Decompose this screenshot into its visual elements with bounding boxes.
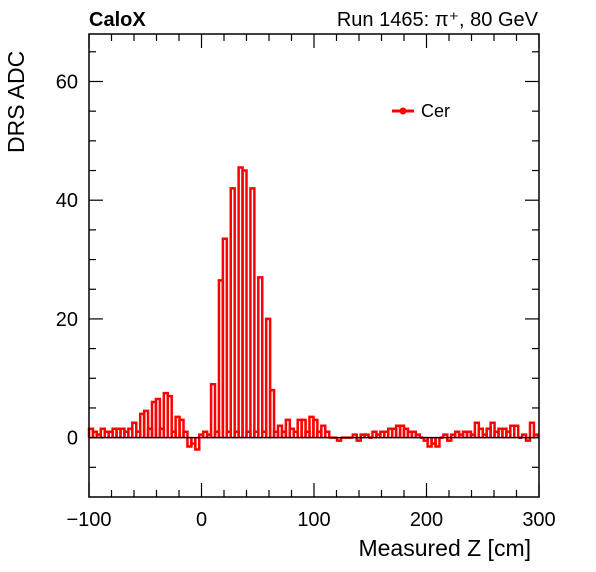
histogram-bin (528, 421, 536, 438)
histogram-bin (324, 430, 331, 438)
y-tick-label: 40 (56, 190, 78, 212)
histogram-bin (524, 437, 532, 442)
x-tick-label: 0 (196, 509, 207, 531)
histogram-bin (268, 388, 276, 438)
y-tick-label: 0 (67, 428, 78, 450)
histogram-bin (182, 430, 189, 438)
histogram-bin (335, 437, 343, 442)
histogram-bin (489, 421, 496, 438)
histogram-bin (264, 317, 272, 438)
legend-marker-cer (399, 107, 407, 115)
histogram-bin (249, 187, 256, 438)
legend: Cer (392, 101, 450, 121)
histogram-bin (229, 187, 236, 438)
y-axis-ticks: 0 20 40 60 (56, 51, 539, 468)
histogram-bin (154, 397, 162, 438)
series-cer (87, 166, 540, 451)
x-tick-label: −100 (66, 509, 111, 531)
histogram-bin (513, 424, 520, 438)
histogram-bin (414, 433, 421, 438)
x-axis-title: Measured Z [cm] (358, 535, 531, 561)
series-layer (87, 166, 540, 451)
x-tick-label: 300 (522, 509, 555, 531)
x-axis-ticks: −100 0 100 200 300 (66, 34, 556, 531)
legend-label-cer: Cer (421, 101, 450, 121)
y-tick-label: 20 (56, 309, 78, 331)
histogram-bin (312, 418, 319, 438)
histogram-bin (434, 437, 441, 448)
histogram-bin (257, 276, 264, 438)
histogram-bin (178, 418, 185, 438)
histogram-bin (351, 433, 358, 438)
histogram-bin (520, 433, 528, 438)
x-tick-label: 200 (410, 509, 443, 531)
histogram-bin (221, 237, 229, 438)
histogram-bin (166, 394, 173, 438)
x-tick-label: 100 (297, 509, 330, 531)
histogram-bin (241, 169, 248, 438)
y-tick-label: 60 (56, 71, 78, 93)
histogram-bin (532, 433, 540, 438)
histogram-bin (446, 437, 453, 442)
histogram-bin (355, 437, 362, 442)
header-left-label: CaloX (89, 9, 146, 31)
histogram-bin (300, 418, 307, 438)
histogram-bin (477, 427, 484, 438)
header-right-label: Run 1465: π⁺, 80 GeV (337, 9, 539, 31)
histogram-bin (142, 409, 150, 438)
histogram-bin (131, 421, 138, 438)
histogram-bin (194, 437, 201, 451)
histogram-bin (442, 433, 449, 438)
histogram-bin (363, 433, 370, 438)
histogram-bin (209, 382, 217, 438)
y-axis-title: DRS ADC (3, 51, 29, 153)
